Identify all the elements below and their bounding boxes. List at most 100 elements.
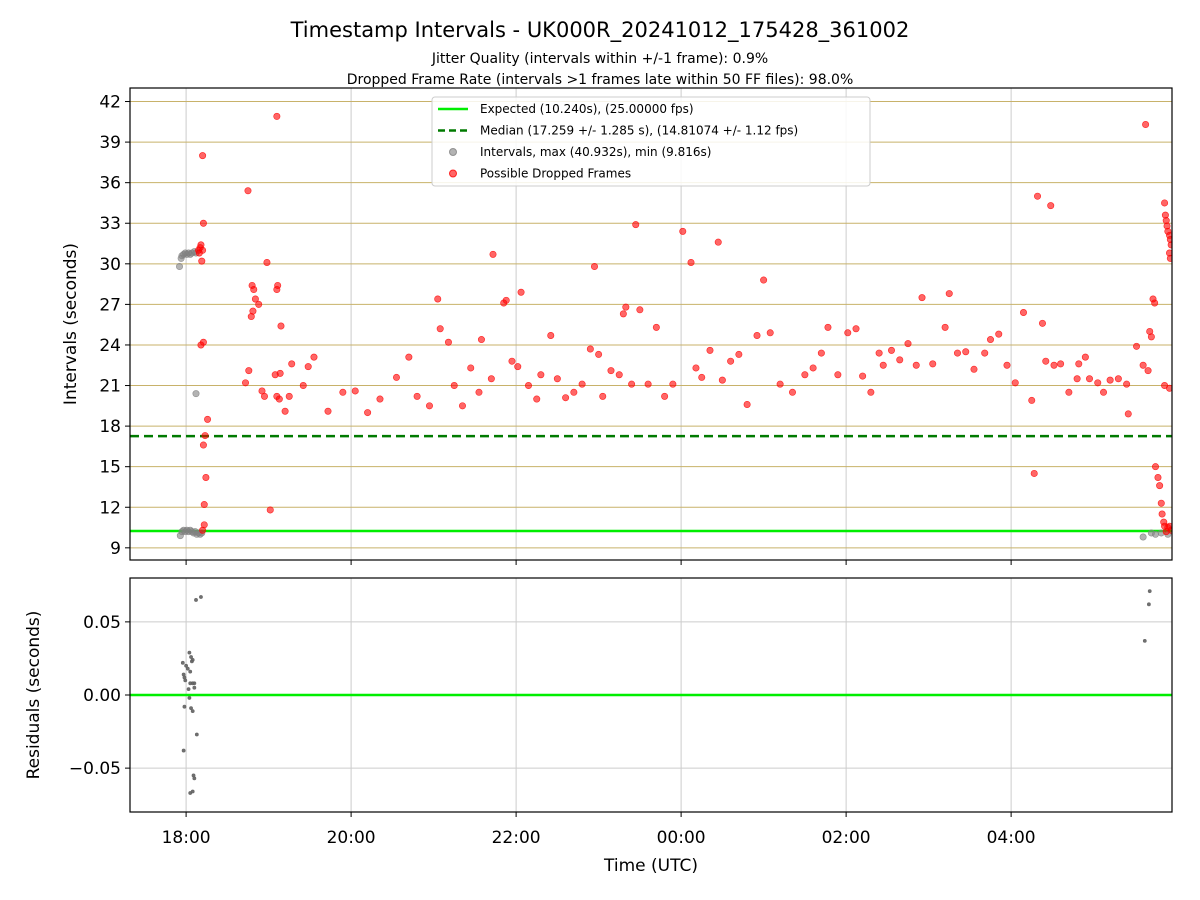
data-point [615, 371, 623, 379]
data-point [687, 258, 695, 266]
data-point [189, 706, 193, 711]
data-point [190, 658, 195, 662]
data-point [1139, 361, 1147, 369]
data-point [1085, 375, 1093, 383]
data-point [912, 361, 920, 369]
data-point [249, 307, 257, 315]
data-point [181, 748, 186, 753]
data-point [661, 392, 669, 400]
data-point [275, 395, 283, 403]
data-point [288, 360, 296, 368]
data-point [199, 338, 207, 346]
legend-item: Intervals, max (40.932s), min (9.816s) [449, 145, 711, 159]
data-point [1144, 367, 1152, 375]
data-point [199, 152, 207, 160]
data-point [817, 349, 825, 357]
legend-label: Median (17.259 +/- 1.285 s), (14.81074 +… [480, 124, 798, 138]
legend-label: Possible Dropped Frames [480, 167, 631, 181]
data-point [632, 221, 640, 229]
data-point [199, 219, 207, 227]
data-point [1106, 376, 1114, 384]
data-point [183, 678, 188, 683]
data-point [1139, 533, 1147, 541]
data-point [1065, 388, 1073, 396]
data-point [188, 669, 193, 674]
data-point [199, 246, 207, 254]
data-point [1028, 396, 1036, 404]
data-point [199, 595, 203, 599]
data-point [714, 238, 722, 246]
bottom-panel-plot-area [130, 578, 1172, 812]
data-point [198, 257, 206, 265]
legend-item: Possible Dropped Frames [449, 167, 631, 181]
data-point [251, 295, 259, 303]
data-point [1057, 360, 1065, 368]
data-point [941, 323, 949, 331]
data-point [590, 263, 598, 271]
data-point [194, 598, 198, 602]
data-point [809, 364, 817, 372]
y-tick-label: −0.05 [69, 759, 121, 779]
data-point [248, 281, 256, 289]
data-point [201, 432, 209, 440]
data-point [475, 388, 483, 396]
data-point [1166, 254, 1172, 262]
data-point [434, 295, 442, 303]
data-point [578, 380, 586, 388]
data-point [192, 681, 197, 686]
chart-title: Timestamp Intervals - UK000R_20241012_17… [290, 18, 910, 43]
data-point [186, 687, 191, 692]
data-point [1124, 410, 1132, 418]
data-point [1042, 357, 1050, 365]
data-point [1034, 192, 1042, 200]
data-point [273, 112, 281, 120]
data-point [824, 323, 832, 331]
legend-label: Intervals, max (40.932s), min (9.816s) [480, 145, 711, 159]
legend-box [431, 96, 871, 187]
data-point [706, 346, 714, 354]
data-point [859, 372, 867, 380]
data-point [981, 349, 989, 357]
data-point [1133, 342, 1141, 350]
data-point [962, 348, 970, 356]
data-point [200, 521, 208, 529]
data-point [669, 380, 677, 388]
data-point [562, 394, 570, 402]
y-tick-label: 15 [99, 458, 121, 478]
chart-subtitle-jitter: Jitter Quality (intervals within +/-1 fr… [431, 51, 768, 67]
data-point [875, 349, 883, 357]
data-point [1146, 602, 1151, 607]
x-tick-label: 18:00 [162, 828, 211, 848]
data-point [351, 387, 359, 395]
data-point [524, 382, 532, 390]
data-point [1123, 380, 1131, 388]
data-point [801, 371, 809, 379]
data-point [277, 322, 285, 330]
legend-item: Median (17.259 +/- 1.285 s), (14.81074 +… [438, 124, 798, 138]
data-point [244, 187, 252, 195]
data-point [245, 367, 253, 375]
data-point [1019, 309, 1027, 317]
data-point [904, 340, 912, 348]
x-tick-label: 02:00 [822, 828, 871, 848]
data-point [184, 663, 189, 668]
data-point [1154, 474, 1162, 482]
data-point [413, 392, 421, 400]
data-point [533, 395, 541, 403]
data-point [599, 392, 607, 400]
data-point [727, 357, 735, 365]
data-point [1147, 589, 1152, 594]
data-point [1073, 375, 1081, 383]
data-point [753, 331, 761, 339]
legend-label: Expected (10.240s), (25.00000 fps) [480, 102, 694, 116]
data-point [436, 325, 444, 333]
data-point [477, 336, 485, 344]
data-point [185, 666, 190, 671]
data-point [1114, 375, 1122, 383]
data-point [200, 501, 208, 509]
data-point [192, 685, 197, 690]
data-point [1075, 360, 1083, 368]
data-point [1011, 379, 1019, 387]
data-point [1151, 530, 1159, 538]
data-point [867, 388, 875, 396]
